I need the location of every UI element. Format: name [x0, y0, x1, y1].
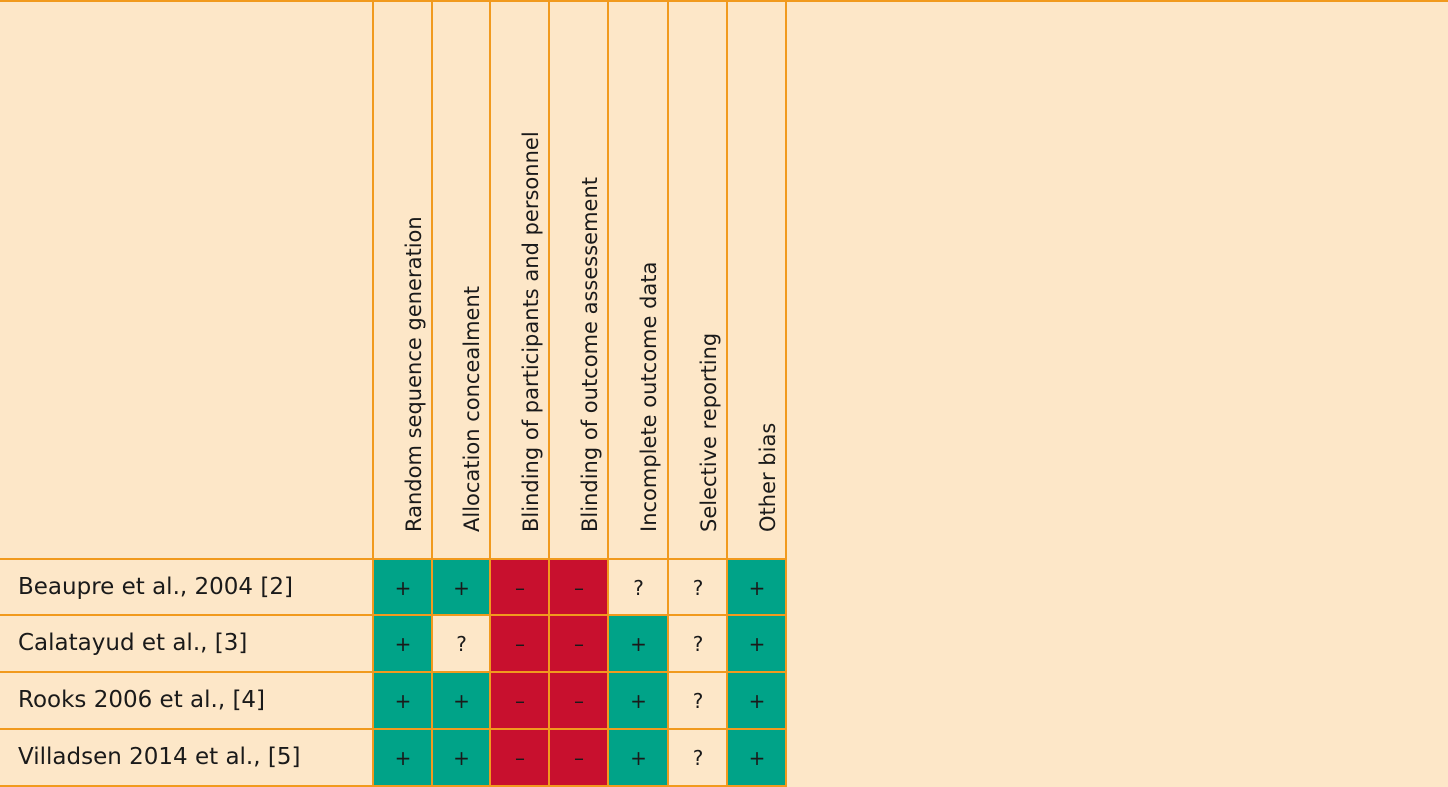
judgement-cell: + [433, 560, 490, 615]
domain-header: Allocation concealment [432, 4, 490, 558]
judgement-cell: + [728, 730, 786, 786]
judgement-cell: + [728, 616, 786, 672]
judgement-cell: + [374, 560, 432, 615]
grid-line-row [0, 558, 787, 560]
judgement-cell: + [728, 560, 786, 615]
judgement-cell: ? [692, 746, 704, 770]
grid-line-column [785, 0, 787, 787]
domain-header-label: Blinding of participants and personnel [518, 131, 543, 532]
judgement-cell: + [609, 673, 668, 729]
judgement-cell: + [728, 673, 786, 729]
judgement-cell: – [550, 616, 608, 672]
grid-line-row [0, 671, 787, 673]
grid-line-row [0, 614, 787, 616]
judgement-cell: – [550, 730, 608, 786]
judgement-cell: + [374, 730, 432, 786]
grid-line-column [607, 0, 609, 787]
judgement-cell: – [491, 673, 549, 729]
judgement-cell: – [491, 730, 549, 786]
domain-header: Other bias [727, 4, 786, 558]
domain-header-label: Incomplete outcome data [637, 261, 661, 532]
grid-line-column [726, 0, 728, 787]
judgement-cell: ? [692, 575, 704, 600]
judgement-cell: + [374, 673, 432, 729]
grid-line-column [431, 0, 433, 787]
judgement-cell: – [550, 673, 608, 729]
judgement-cell: – [491, 560, 549, 615]
judgement-cell: – [550, 560, 608, 615]
grid-line-column [548, 0, 550, 787]
judgement-cell: + [374, 616, 432, 672]
domain-header: Random sequence generation [373, 4, 432, 558]
domain-header: Blinding of outcome assessement [549, 4, 608, 558]
domain-header-label: Selective reporting [696, 332, 721, 532]
domain-header-label: Blinding of outcome assessement [577, 176, 602, 532]
grid-line-row [0, 728, 787, 730]
judgement-cell: – [491, 616, 549, 672]
grid-line-top [0, 0, 1448, 2]
domain-header-label: Other bias [755, 422, 780, 532]
grid-line-column [667, 0, 669, 787]
domain-header-label: Allocation concealment [460, 286, 484, 532]
judgement-cell: + [609, 616, 668, 672]
domain-header: Incomplete outcome data [608, 4, 668, 558]
domain-header-label: Random sequence generation [401, 216, 426, 532]
domain-header: Blinding of participants and personnel [490, 4, 549, 558]
judgement-cell: ? [692, 689, 704, 713]
study-label: Rooks 2006 et al., [4] [18, 687, 266, 713]
grid-line-column [489, 0, 491, 787]
domain-header: Selective reporting [668, 4, 727, 558]
study-label: Beaupre et al., 2004 [2] [18, 574, 293, 600]
study-label: Villadsen 2014 et al., [5] [18, 744, 301, 770]
judgement-cell: + [433, 730, 490, 786]
grid-line-column [372, 0, 374, 787]
judgement-cell: ? [456, 632, 467, 656]
judgement-cell: + [609, 730, 668, 786]
judgement-cell: ? [633, 575, 644, 600]
grid-line-row [0, 785, 787, 787]
judgement-cell: + [433, 673, 490, 729]
judgement-cell: ? [692, 632, 704, 656]
study-label: Calatayud et al., [3] [18, 630, 248, 656]
